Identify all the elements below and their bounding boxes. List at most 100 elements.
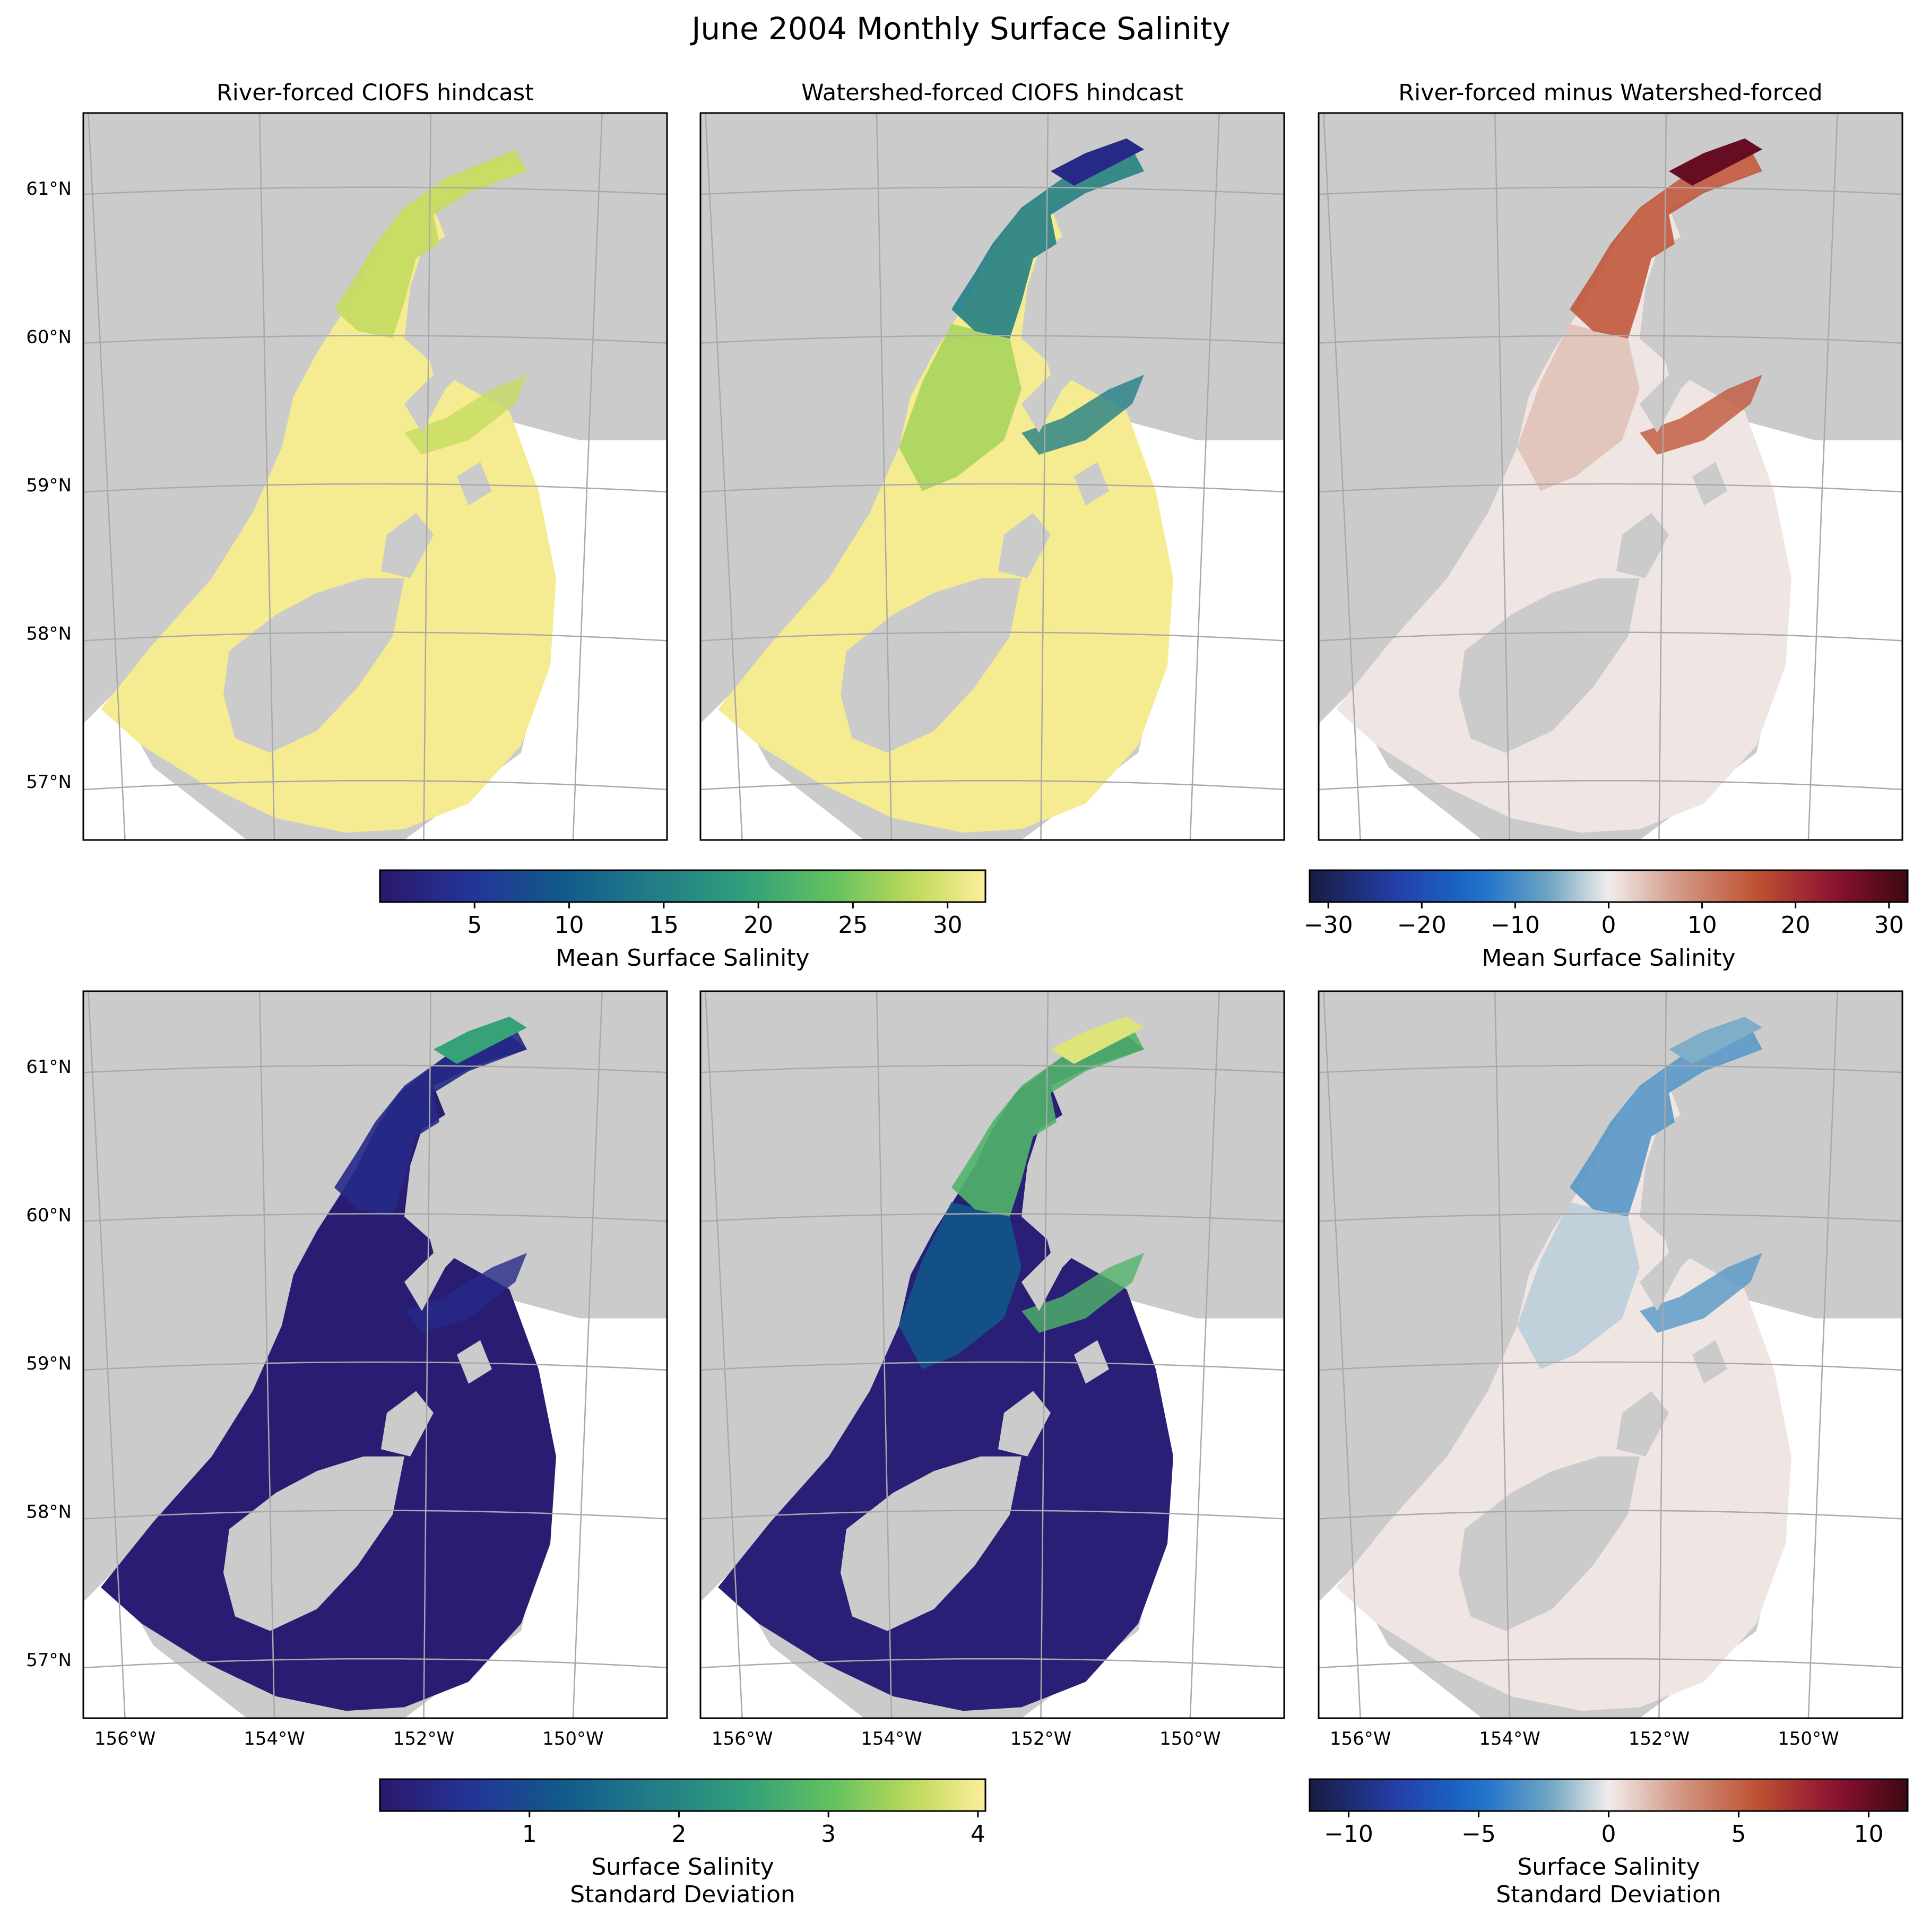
graticule-lat: [1319, 335, 1902, 344]
kenai-peninsula: [404, 991, 667, 1311]
panel-frame: [1318, 990, 1903, 1719]
graticule-lat: [700, 1658, 1284, 1669]
lon-tick-label: 156°W: [94, 1728, 156, 1749]
lat-tick-label: 61°N: [26, 1056, 72, 1078]
mid-inlet-field: [899, 1202, 1021, 1370]
model-water: [1336, 1035, 1791, 1711]
colorbar-tick-label: 2: [671, 1821, 686, 1848]
graticule-lon: [88, 991, 126, 1718]
island-3: [1074, 462, 1109, 506]
lat-tick-label: 59°N: [26, 475, 72, 496]
lat-tick-label: 58°N: [26, 623, 72, 645]
graticule-lon: [876, 113, 893, 840]
graticule-lat: [700, 631, 1284, 642]
colorbar-label: Surface Salinity: [591, 1853, 774, 1881]
graticule-lon: [258, 113, 275, 840]
lat-tick-label: 58°N: [26, 1502, 72, 1523]
graticule-lat: [83, 483, 667, 493]
lat-tick-label: 57°N: [26, 772, 72, 793]
colorbar-tick-label: 25: [838, 912, 868, 939]
graticule-lon: [1040, 991, 1049, 1718]
graticule-lat: [1319, 1213, 1902, 1222]
graticule-lat: [700, 483, 1284, 493]
island-3: [1074, 1340, 1109, 1384]
lon-tick-label: 152°W: [1010, 1728, 1072, 1749]
graticule-lat: [83, 779, 667, 791]
upper-inlet-field: [334, 149, 527, 339]
island-1: [1459, 1456, 1640, 1631]
lat-tick-label: 59°N: [26, 1353, 72, 1374]
kachemak-bay-field: [1021, 375, 1144, 455]
colorbar-ramp: [1309, 1778, 1909, 1812]
panel-2: Watershed-forced CIOFS hindcast: [699, 80, 1285, 841]
kachemak-bay-field: [404, 1253, 527, 1333]
graticule-lon: [705, 113, 743, 840]
graticule-lat: [700, 779, 1284, 791]
graticule-lat: [700, 1510, 1284, 1520]
colorbar-tick-label: 10: [555, 912, 584, 939]
lon-tick-label: 150°W: [542, 1728, 604, 1749]
graticule-lat: [700, 1361, 1284, 1371]
island-1: [841, 578, 1021, 753]
colorbar-tick-label: −5: [1461, 1821, 1496, 1848]
upper-inlet-field: [951, 149, 1144, 339]
graticule-lon: [1658, 113, 1667, 840]
panel-title: Watershed-forced CIOFS hindcast: [801, 80, 1183, 106]
colorbar-ramp: [379, 869, 986, 903]
lon-tick-label: 152°W: [1629, 1728, 1690, 1749]
open-ocean: [404, 404, 667, 840]
mid-inlet-field: [1517, 1202, 1640, 1370]
graticule-lat: [700, 335, 1284, 344]
colorbar-tick-label: −30: [1304, 912, 1353, 939]
lon-tick-label: 152°W: [393, 1728, 455, 1749]
graticule-lon: [876, 991, 893, 1718]
graticule-lat: [1319, 1658, 1902, 1669]
graticule-lat: [1319, 483, 1902, 493]
panel-5: 156°W 154°W 152°W 150°W: [699, 990, 1285, 1749]
lon-tick-label: 150°W: [1159, 1728, 1221, 1749]
colorbar-tick-label: 15: [649, 912, 679, 939]
colorbar-tick-label: 4: [971, 1821, 985, 1848]
panel-frame: [699, 112, 1285, 841]
panel-title: River-forced minus Watershed-forced: [1398, 80, 1822, 106]
colorbar-tick-label: 1: [522, 1821, 537, 1848]
kachemak-bay-field: [1640, 375, 1762, 455]
cbar-mean-difference: −30 −20 −10 0 10 20 30 Mean Surface Salinity: [1304, 869, 1909, 972]
graticule-lon: [1189, 991, 1220, 1718]
panel-4: 61°N 60°N 59°N 58°N 57°N 156°W 154°W 152°W 150°W: [26, 990, 668, 1749]
island-3: [1692, 1340, 1727, 1384]
graticule-lon: [1807, 991, 1838, 1718]
graticule-lon: [572, 991, 603, 1718]
island-3: [1692, 462, 1727, 506]
island-1: [223, 578, 404, 753]
kenai-peninsula: [1640, 991, 1902, 1311]
graticule-lon: [1323, 113, 1361, 840]
model-water: [718, 157, 1173, 833]
inlet-head-field: [1669, 138, 1762, 186]
graticule-lat: [1319, 1510, 1902, 1520]
graticule-lon: [88, 113, 126, 840]
island-2: [381, 1391, 434, 1457]
graticule-lat: [83, 1361, 667, 1371]
open-ocean: [404, 1282, 667, 1718]
graticule-lat: [83, 1064, 667, 1073]
colorbar-tick-label: 30: [1874, 912, 1904, 939]
lat-tick-label: 60°N: [26, 326, 72, 348]
kachemak-bay-field: [1021, 1253, 1144, 1333]
panel-1: River-forced CIOFS hindcast 61°N 60°N 59°N 5…: [26, 80, 668, 841]
graticule-lon: [423, 991, 432, 1718]
graticule-lon: [1189, 113, 1220, 840]
island-2: [998, 1391, 1051, 1457]
graticule-lat: [1319, 1064, 1902, 1073]
panel-title: River-forced CIOFS hindcast: [217, 80, 534, 106]
graticule-lon: [1494, 991, 1511, 1718]
graticule-lon: [572, 113, 603, 840]
lon-tick-label: 156°W: [1330, 1728, 1391, 1749]
lat-tick-label: 61°N: [26, 178, 72, 200]
graticule-lon: [258, 991, 275, 1718]
open-ocean: [1640, 404, 1902, 840]
panel-frame: [699, 990, 1285, 1719]
inlet-head-field: [1051, 138, 1144, 186]
graticule-lon: [1494, 113, 1511, 840]
